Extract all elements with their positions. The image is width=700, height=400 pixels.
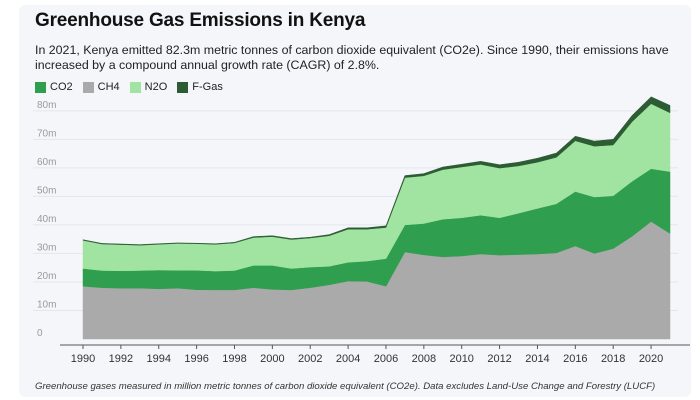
legend-label-ch4: CH4	[97, 81, 120, 93]
y-tick-20m: 20m	[37, 271, 56, 282]
legend-swatch-fgas	[177, 81, 189, 93]
x-tick-2004: 2004	[336, 353, 360, 365]
y-tick-10m: 10m	[37, 299, 56, 310]
x-tick-1992: 1992	[109, 353, 133, 365]
y-tick-50m: 50m	[37, 185, 56, 196]
y-tick-40m: 40m	[37, 214, 56, 225]
x-tick-2002: 2002	[298, 353, 322, 365]
chart-footnote: Greenhouse gases measured in million met…	[35, 381, 656, 392]
y-tick-0: 0	[37, 328, 43, 339]
area-fgas	[82, 96, 671, 246]
legend-item-n2o: N2O	[129, 81, 168, 93]
x-tick-1990: 1990	[71, 353, 95, 365]
x-tick-2010: 2010	[449, 353, 473, 365]
x-tick-1994: 1994	[146, 353, 170, 365]
chart-subtitle: In 2021, Kenya emitted 82.3m metric tonn…	[35, 43, 669, 72]
x-tick-2012: 2012	[487, 353, 511, 365]
legend-item-co2: CO2	[35, 81, 73, 93]
y-tick-80m: 80m	[37, 100, 56, 111]
legend: CO2 CH4 N2O F-Gas	[35, 80, 233, 94]
x-tick-2000: 2000	[260, 353, 284, 365]
legend-swatch-n2o	[129, 81, 141, 93]
x-tick-2020: 2020	[639, 353, 663, 365]
legend-item-fgas: F-Gas	[177, 81, 223, 93]
legend-label-fgas: F-Gas	[192, 81, 223, 93]
legend-swatch-co2	[35, 81, 46, 93]
x-tick-2018: 2018	[601, 353, 625, 365]
legend-item-ch4: CH4	[82, 81, 120, 93]
y-tick-60m: 60m	[37, 157, 56, 168]
legend-swatch-ch4	[82, 81, 94, 93]
legend-label-n2o: N2O	[144, 81, 168, 93]
legend-label-co2: CO2	[50, 81, 73, 93]
x-tick-2006: 2006	[374, 353, 398, 365]
x-tick-2016: 2016	[563, 353, 587, 365]
chart-title: Greenhouse Gas Emissions in Kenya	[35, 10, 366, 31]
x-tick-1996: 1996	[184, 353, 208, 365]
x-tick-2014: 2014	[525, 353, 549, 365]
x-tick-1998: 1998	[222, 353, 246, 365]
x-tick-2008: 2008	[412, 353, 436, 365]
y-tick-30m: 30m	[37, 242, 56, 253]
y-tick-70m: 70m	[37, 128, 56, 139]
